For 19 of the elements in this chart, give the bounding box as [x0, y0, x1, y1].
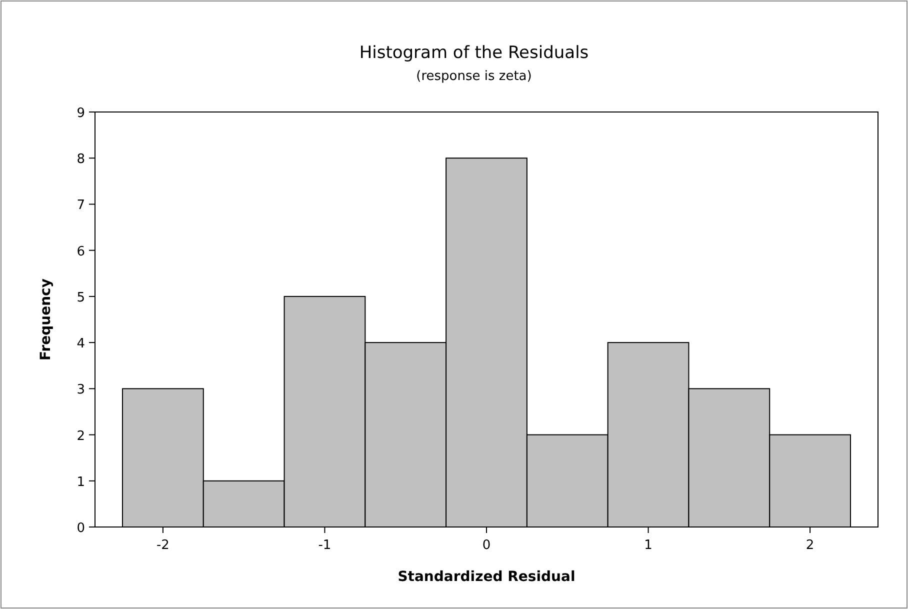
- y-tick-label: 0: [76, 521, 85, 536]
- y-tick-label: 1: [76, 474, 85, 490]
- chart-subtitle: (response is zeta): [416, 69, 532, 84]
- y-tick-label: 2: [76, 428, 85, 444]
- y-tick-label: 4: [76, 336, 85, 352]
- y-tick-label: 7: [76, 198, 85, 214]
- x-tick-label: 1: [644, 538, 652, 553]
- chart-title: Histogram of the Residuals: [359, 43, 589, 63]
- x-axis-title: Standardized Residual: [398, 569, 576, 585]
- x-tick-label: 2: [806, 538, 814, 553]
- x-tick-label: 0: [482, 538, 491, 553]
- y-axis-title: Frequency: [38, 278, 54, 360]
- x-tick-label: -2: [156, 538, 170, 553]
- y-tick-label: 3: [76, 382, 85, 398]
- y-tick-label: 8: [76, 152, 85, 168]
- y-tick-label: 6: [76, 244, 85, 260]
- y-tick-label: 9: [76, 106, 85, 121]
- x-tick-label: -1: [318, 538, 332, 553]
- y-tick-label: 5: [76, 290, 85, 306]
